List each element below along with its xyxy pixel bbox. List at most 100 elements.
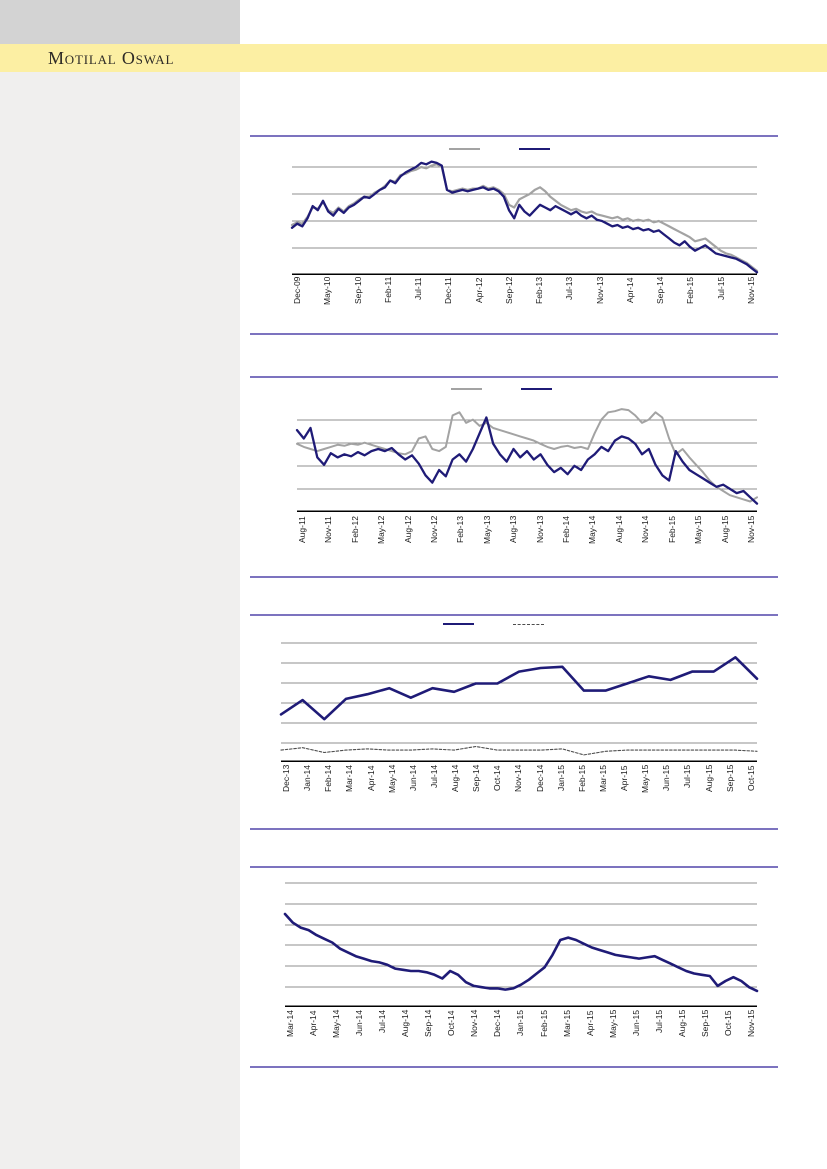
- x-axis-label: Apr-14: [624, 277, 635, 303]
- x-axis-label: Jul-13: [564, 277, 575, 301]
- x-axis-label: Nov-15: [745, 277, 756, 305]
- x-axis-label: Sep-14: [423, 1010, 434, 1038]
- x-axis-label: Feb-11: [382, 277, 393, 304]
- x-axis-label: Mar-15: [561, 1010, 572, 1037]
- plot-area: [279, 642, 759, 762]
- legend-swatch-navy-series: [521, 388, 552, 390]
- x-axis-label: Dec-14: [492, 1010, 503, 1038]
- header-gray-block: [0, 0, 240, 44]
- x-axis-label: Nov-13: [534, 516, 545, 544]
- chart-1: Dec-09 May-10 Sep-10 Feb-11 Jul-11 Dec-11 Apr-…: [250, 135, 778, 335]
- x-axis-label: Jan-15: [555, 765, 566, 791]
- legend-entry: [518, 148, 555, 150]
- x-axis-label: Jul-11: [413, 277, 424, 300]
- x-axis-label: Mar-14: [344, 765, 355, 792]
- navy-series-line: [295, 416, 759, 505]
- x-axis-label: Feb-14: [323, 765, 334, 792]
- x-axis-label: May-13: [481, 516, 492, 545]
- x-axis-label: May-15: [607, 1010, 618, 1039]
- x-axis-label: Oct-15: [722, 1010, 733, 1036]
- legend-entry: [513, 623, 549, 625]
- navy-series-line: [279, 655, 759, 721]
- x-axis-label: Feb-15: [576, 765, 587, 792]
- x-axis-label: Feb-15: [538, 1010, 549, 1037]
- legend-entry: [443, 623, 479, 625]
- x-axis-labels: Mar-14 Apr-14 May-14 Jun-14 Jul-14 Aug-14 Sep-…: [285, 1010, 757, 1056]
- x-axis-labels: Dec-13 Jan-14 Feb-14 Mar-14 Apr-14 May-14 Jun-…: [281, 765, 757, 811]
- x-axis-label: Aug-14: [400, 1010, 411, 1038]
- x-axis-label: Apr-15: [584, 1010, 595, 1036]
- x-axis-label: Aug-14: [613, 516, 624, 544]
- legend-swatch-dashed-series: [513, 623, 544, 625]
- plot-area: [290, 160, 759, 275]
- x-axis-label: Dec-14: [534, 765, 545, 793]
- x-axis-label: Jan-14: [302, 765, 313, 791]
- x-axis-label: Jan-15: [515, 1010, 526, 1036]
- x-axis-label: Jun-15: [630, 1010, 641, 1036]
- x-axis-label: May-14: [587, 516, 598, 545]
- x-axis-label: Apr-14: [308, 1010, 319, 1036]
- x-axis-label: Sep-14: [471, 765, 482, 793]
- x-axis-label: Feb-13: [455, 516, 466, 543]
- legend-entry: [521, 388, 557, 390]
- x-axis-label: Nov-13: [594, 277, 605, 305]
- chart-3: Dec-13 Jan-14 Feb-14 Mar-14 Apr-14 May-14 Jun-…: [250, 614, 778, 830]
- x-axis-label: May-14: [386, 765, 397, 794]
- x-axis-label: Aug-11: [297, 516, 307, 543]
- x-axis-label: Aug-12: [402, 516, 413, 544]
- gray-series-line: [290, 163, 759, 272]
- x-axis-label: Nov-15: [745, 1010, 756, 1038]
- x-axis-label: Feb-15: [685, 277, 696, 304]
- brand-bar: Motilal Oswal: [0, 44, 827, 72]
- x-axis-label: Nov-14: [469, 1010, 480, 1038]
- x-axis-label: Aug-15: [676, 1010, 687, 1038]
- x-axis-label: May-12: [376, 516, 387, 545]
- x-axis-label: Jun-14: [407, 765, 418, 791]
- x-axis-label: Nov-14: [640, 516, 651, 544]
- legend-swatch-gray-series: [451, 388, 482, 390]
- x-axis-label: Jul-14: [377, 1010, 388, 1034]
- left-margin-panel: [0, 0, 240, 1169]
- x-axis-label: May-15: [693, 516, 704, 545]
- x-axis-label: Feb-15: [666, 516, 677, 543]
- chart-4: Mar-14 Apr-14 May-14 Jun-14 Jul-14 Aug-14 Sep-…: [250, 866, 778, 1068]
- x-axis-label: May-10: [322, 277, 333, 306]
- x-axis-label: Sep-15: [699, 1010, 710, 1038]
- x-axis-label: Feb-14: [561, 516, 572, 543]
- navy-series-line: [290, 160, 759, 274]
- x-axis-label: Sep-14: [655, 277, 666, 305]
- x-axis-label: Mar-14: [285, 1010, 295, 1037]
- x-axis-label: Aug-14: [450, 765, 460, 793]
- chart-legend: [274, 388, 734, 390]
- x-axis-label: Jul-15: [653, 1010, 664, 1034]
- x-axis-label: May-14: [331, 1010, 342, 1039]
- x-axis-label: Dec-13: [281, 765, 291, 793]
- x-axis-label: Oct-14: [492, 765, 503, 791]
- x-axis-label: Jun-14: [354, 1010, 365, 1036]
- x-axis-labels: Dec-09 May-10 Sep-10 Feb-11 Jul-11 Dec-11 Apr-…: [292, 277, 757, 323]
- x-axis-label: Apr-14: [365, 765, 376, 791]
- x-axis-label: Jul-14: [428, 765, 439, 789]
- x-axis-label: Jul-15: [715, 277, 726, 301]
- x-axis-label: Mar-15: [597, 765, 608, 792]
- chart-2: Aug-11 Nov-11 Feb-12 May-12 Aug-12 Nov-12 Feb-…: [250, 376, 778, 578]
- x-axis-label: Nov-12: [429, 516, 440, 544]
- plot-area: [283, 882, 759, 1007]
- x-axis-label: May-15: [640, 765, 651, 794]
- x-axis-label: Sep-12: [503, 277, 514, 305]
- x-axis-labels: Aug-11 Nov-11 Feb-12 May-12 Aug-12 Nov-12 Feb-…: [297, 516, 757, 562]
- x-axis-label: Sep-10: [352, 277, 363, 305]
- legend-swatch-navy-series: [518, 148, 550, 150]
- x-axis-label: Jul-15: [682, 765, 693, 789]
- chart-legend: [258, 623, 734, 625]
- x-axis-label: Nov-11: [323, 516, 334, 543]
- x-axis-label: Dec-09: [292, 277, 302, 305]
- x-axis-label: Feb-13: [534, 277, 545, 304]
- x-axis-label: Apr-12: [473, 277, 484, 303]
- x-axis-label: Aug-13: [508, 516, 519, 544]
- legend-entry: [451, 388, 487, 390]
- x-axis-label: Aug-15: [719, 516, 730, 544]
- x-axis-label: Nov-15: [745, 516, 756, 544]
- x-axis-label: Sep-15: [724, 765, 735, 793]
